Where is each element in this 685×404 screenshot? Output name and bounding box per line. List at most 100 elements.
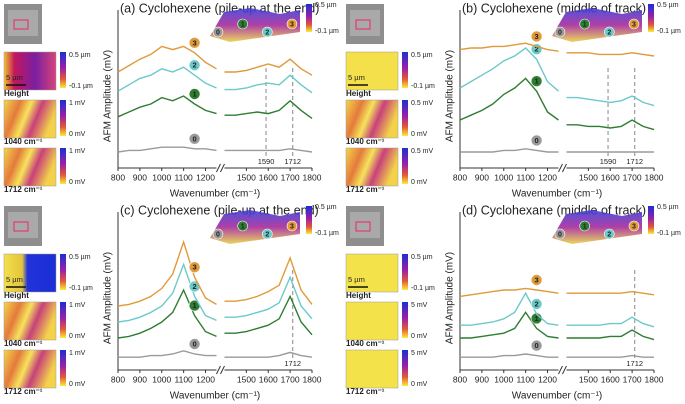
- x-tick-label: 800: [111, 374, 125, 384]
- map-colorbar-label: 0 mV: [69, 381, 86, 388]
- x-tick-label: 1800: [645, 374, 664, 384]
- x-tick-label: 1100: [517, 172, 536, 182]
- scale-bar-label: 5 µm: [6, 73, 23, 82]
- x-tick-label: 1000: [494, 172, 513, 182]
- scale-bar-label: 5 µm: [348, 73, 365, 82]
- series-badge: [188, 88, 201, 100]
- map-label: 1712 cm⁻¹: [4, 185, 43, 194]
- map-colorbar-label: 1 mV: [69, 350, 86, 357]
- surface-colorbar-label: 0.5 µm: [657, 204, 679, 211]
- series-badge: [530, 75, 543, 87]
- spectrum-line: [117, 66, 313, 94]
- x-tick-label: 1500: [579, 172, 598, 182]
- map-colorbar-label: 0 mV: [69, 179, 86, 186]
- surface-inset: [552, 8, 642, 42]
- optical-texture: [350, 10, 380, 36]
- map-colorbar: [60, 302, 66, 338]
- region-marker: [13, 221, 29, 232]
- map-colorbar: [402, 52, 408, 88]
- map-colorbar-label: 1 mV: [69, 100, 86, 107]
- chart-title: (a) Cyclohexene (pile-up at the end): [120, 1, 319, 15]
- spectrum-line: [460, 311, 655, 341]
- map-colorbar: [60, 52, 66, 88]
- axis-break: [220, 163, 225, 173]
- surface-label: 2: [607, 29, 611, 36]
- afm-map: [3, 99, 57, 139]
- x-tick-label: 1700: [623, 374, 642, 384]
- surface-label: 3: [632, 21, 636, 28]
- optical-texture: [8, 212, 38, 238]
- region-marker: [355, 19, 371, 30]
- series-badge: [188, 261, 201, 274]
- surface-badge: [604, 26, 615, 38]
- spectrum-line: [117, 239, 313, 307]
- spectrum-line: [459, 42, 655, 57]
- axis-break: [558, 163, 563, 173]
- reference-label: 1590: [600, 157, 617, 166]
- spectrum-line: [117, 262, 313, 323]
- series-badge: [188, 338, 201, 350]
- spectrum-line: [117, 45, 313, 76]
- x-tick-label: 800: [453, 374, 467, 384]
- map-colorbar-label: -0.1 µm: [69, 83, 93, 90]
- spectrum-line: [459, 77, 655, 131]
- afm-map: [345, 253, 399, 293]
- spectrum-line: [118, 350, 313, 358]
- series-badge: [188, 36, 201, 49]
- map-label: Height: [4, 89, 29, 98]
- surface-label: 0: [558, 231, 562, 238]
- afm-map: [345, 99, 399, 139]
- map-colorbar-label: 5 mV: [411, 302, 428, 309]
- surface-label: 1: [583, 223, 587, 230]
- reference-label: 1712: [284, 359, 301, 368]
- surface-badge: [579, 220, 590, 232]
- surface-label: 3: [632, 223, 636, 230]
- afm-map: [3, 51, 57, 91]
- series-label: 0: [193, 339, 197, 348]
- x-tick-label: 1000: [494, 374, 513, 384]
- map-colorbar-label: 1 mV: [69, 148, 86, 155]
- surface-label: 2: [607, 231, 611, 238]
- spectrum-line: [460, 291, 655, 328]
- series-badge: [530, 274, 543, 286]
- map-colorbar-label: 0.5 µm: [69, 52, 91, 59]
- map-colorbar-label: 0 mV: [69, 333, 86, 340]
- x-tick-label: 1100: [175, 172, 194, 182]
- map-colorbar-label: -0.1 µm: [411, 285, 435, 292]
- afm-map: [345, 301, 399, 341]
- afm-map: [345, 349, 399, 389]
- series-label: 3: [535, 275, 539, 284]
- map-colorbar: [402, 302, 408, 338]
- axis-break: [220, 365, 225, 375]
- map-colorbar-label: 0.5 µm: [411, 254, 433, 261]
- surface-label: 3: [290, 21, 294, 28]
- axis-break: [558, 365, 563, 375]
- surface-label: 3: [290, 223, 294, 230]
- series-badge: [530, 339, 543, 352]
- axis-break: [562, 365, 567, 375]
- surface-colorbar-label: -0.1 µm: [657, 230, 681, 237]
- surface-badge: [237, 220, 248, 232]
- surface-badge: [212, 26, 224, 38]
- map-colorbar-label: 5 mV: [411, 350, 428, 357]
- map-colorbar: [402, 100, 408, 136]
- surface-inset: [210, 8, 300, 42]
- map-colorbar-label: 0 mV: [411, 381, 428, 388]
- map-colorbar-label: 1 mV: [69, 302, 86, 309]
- surface-colorbar-label: -0.1 µm: [315, 28, 339, 35]
- series-label: 3: [193, 263, 197, 272]
- map-label: 1040 cm⁻¹: [346, 137, 385, 146]
- afm-map: [3, 147, 57, 187]
- series-label: 2: [535, 299, 539, 308]
- x-axis-label: Wavenumber (cm⁻¹): [512, 391, 602, 402]
- axis-break: [216, 365, 221, 375]
- x-tick-label: 1100: [517, 374, 536, 384]
- y-axis-label: AFM Amplitude (mV): [445, 252, 456, 344]
- spectrum-line: [117, 288, 313, 339]
- map-label: 1040 cm⁻¹: [4, 137, 43, 146]
- series-label: 0: [535, 341, 539, 350]
- x-tick-label: 900: [133, 374, 147, 384]
- x-tick-label: 1200: [196, 172, 215, 182]
- series-badge: [188, 133, 201, 145]
